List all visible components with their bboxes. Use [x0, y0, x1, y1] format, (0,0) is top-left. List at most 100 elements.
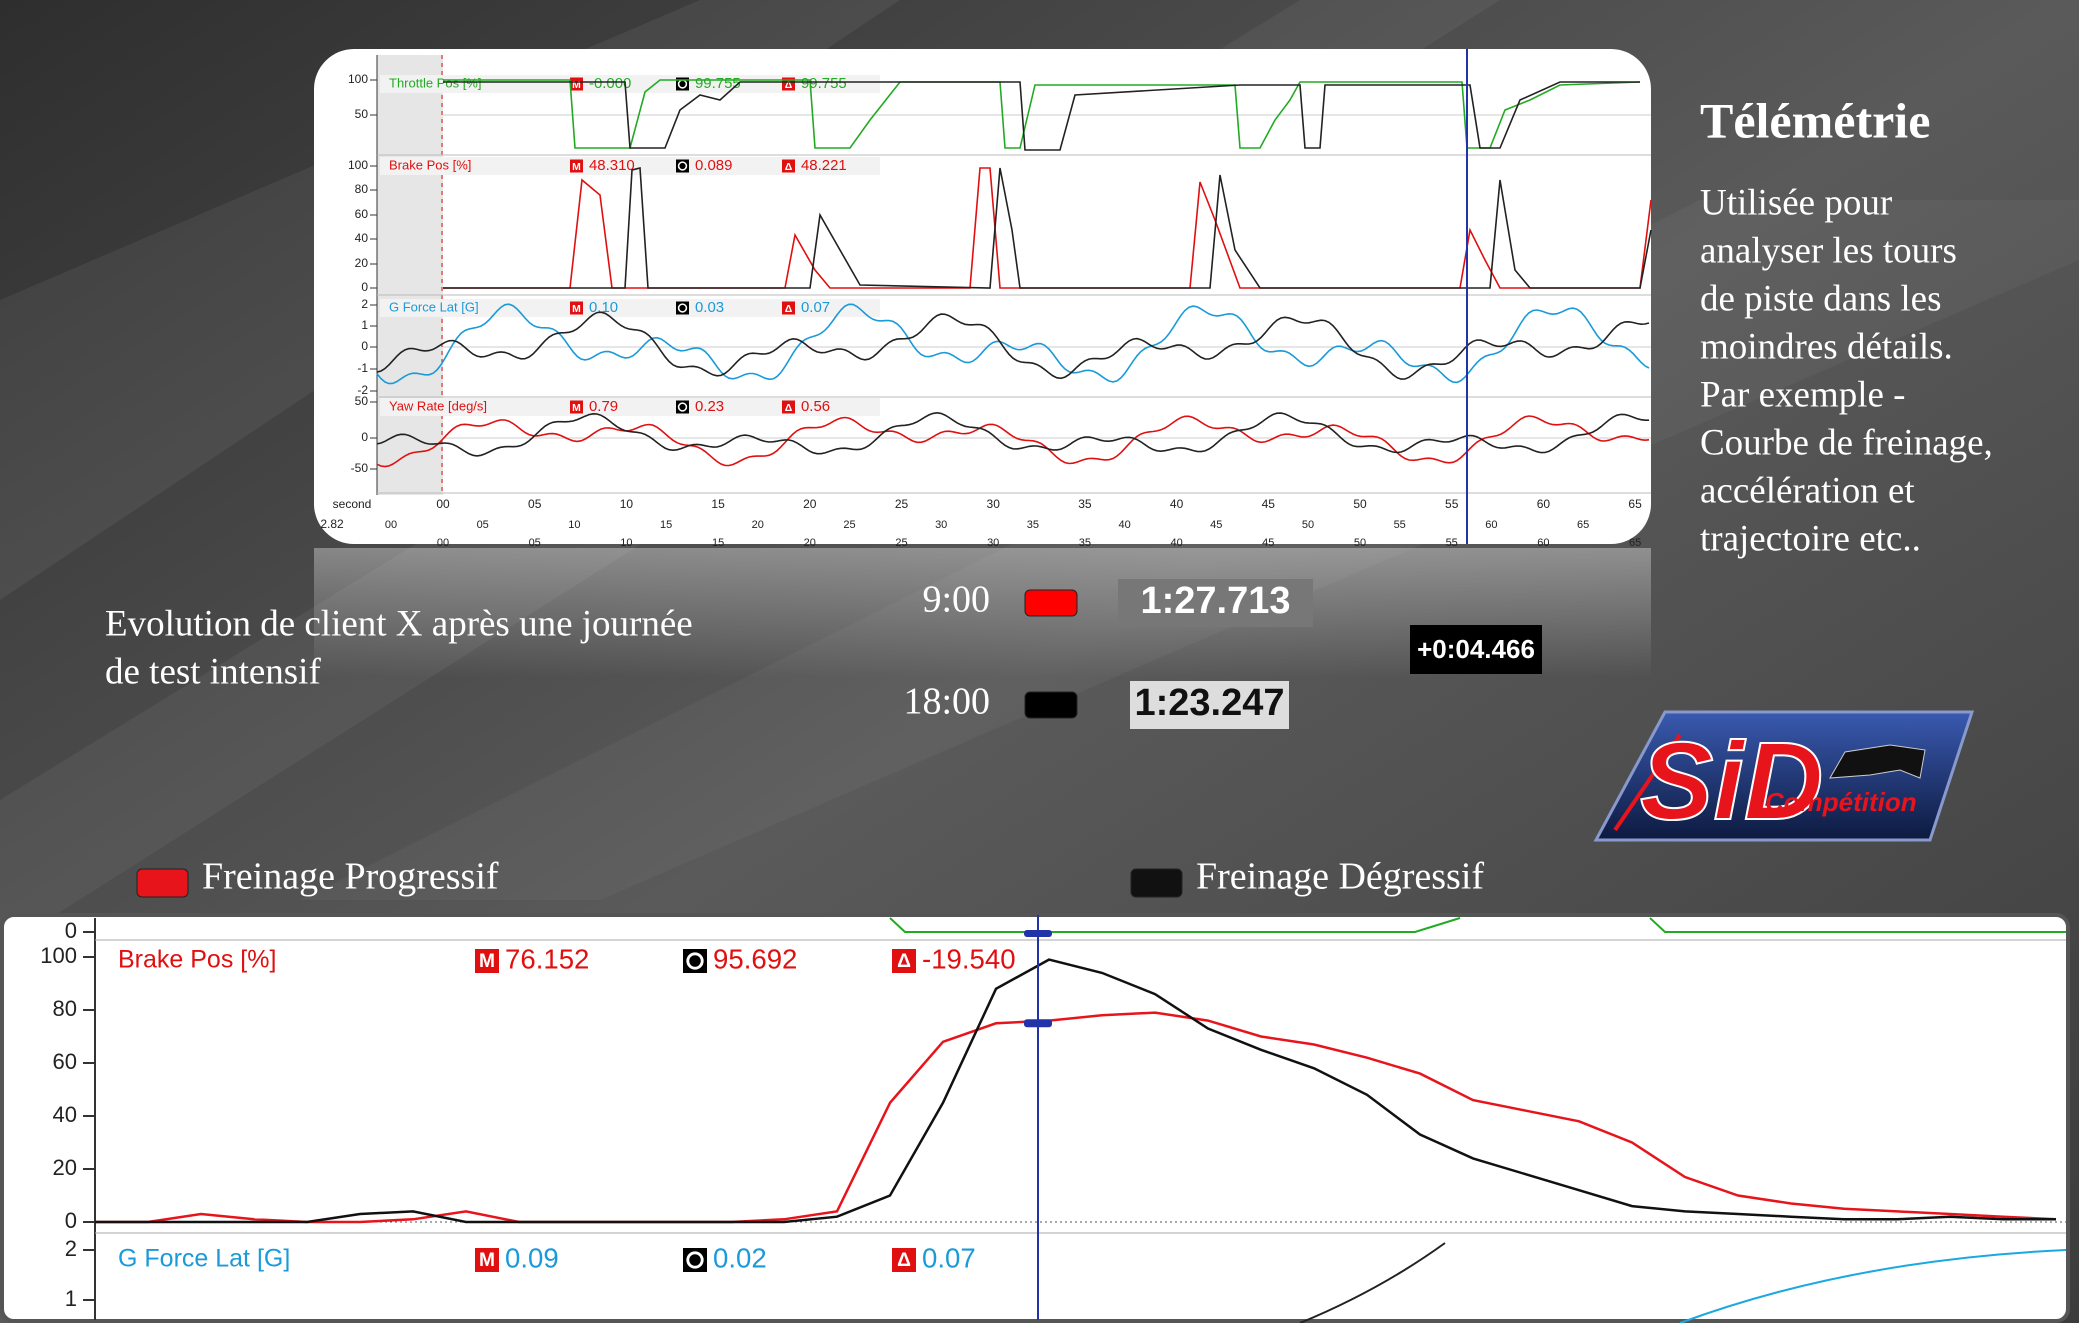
trace [376, 303, 1650, 385]
lap-tick: 10 [620, 537, 632, 549]
lap-swatch [1024, 691, 1078, 719]
time-tick: 35 [1078, 497, 1092, 511]
time-tick: 10 [620, 497, 634, 511]
channel-name: Yaw Rate [deg/s] [389, 398, 487, 413]
g-trace [1679, 1249, 2067, 1323]
time-tick: 15 [711, 497, 725, 511]
readout: 99.755 [801, 75, 847, 92]
channel-tick: 0 [361, 430, 368, 444]
legend-label: Freinage Progressif [202, 856, 499, 898]
logo-badge [1593, 710, 1975, 842]
trace [443, 79, 1641, 149]
time-tick: 45 [1262, 497, 1276, 511]
time-tick: 20 [803, 497, 817, 511]
channel-tick: 100 [348, 72, 368, 86]
readout: 0.09 [505, 1242, 559, 1273]
series-line [95, 958, 2056, 1224]
g-tick-label: 1 [65, 1286, 77, 1311]
legend: Freinage Progressif Freinage Dégressif [136, 856, 1484, 898]
caption: Evolution de client X après une journée d… [105, 603, 693, 692]
time-label: second [333, 497, 372, 511]
lap-time: 1:23.247 [1134, 682, 1284, 724]
cursor-marker [1024, 930, 1052, 937]
laps: 9:00 1:27.713 18:00 1:23.247 [903, 579, 1313, 729]
readout-icon-letter: M [479, 1250, 495, 1271]
lap-time-of-day: 9:00 [922, 579, 990, 621]
readout-icon-circle [677, 402, 688, 412]
time-tick: 65 [1628, 497, 1642, 511]
lap-tick: 50 [1354, 537, 1366, 549]
readout: 0.07 [801, 299, 830, 316]
legend-label: Freinage Dégressif [1196, 856, 1484, 898]
readout-icon-letter: Δ [785, 162, 793, 173]
title: Télémétrie [1700, 92, 1930, 148]
chart-title: Brake Pos [%] [118, 946, 276, 974]
lap-tick: 55 [1446, 537, 1458, 549]
lap-time-of-day: 18:00 [903, 681, 990, 723]
gap: +0:04.466 [1417, 634, 1535, 664]
caption-line: de test intensif [105, 651, 321, 692]
readout-icon [475, 1248, 499, 1272]
y-tick-label: 0 [65, 1208, 77, 1233]
lap-tick: 65 [1629, 537, 1641, 549]
lap-tick: 25 [843, 519, 855, 531]
readout-icon-letter: M [479, 951, 495, 972]
channel-name: Throttle Pos [%] [389, 75, 481, 90]
series-line [95, 1011, 2057, 1224]
lap-tick: 55 [1394, 519, 1406, 531]
channel-tick: -50 [351, 461, 369, 475]
channel-tick: 50 [355, 394, 369, 408]
time-tick: 30 [987, 497, 1001, 511]
time-tick: 25 [895, 497, 909, 511]
g-trace [1299, 1242, 1446, 1323]
lap-tick: 00 [437, 537, 449, 549]
readout-icon [570, 159, 583, 173]
lap-tick: 25 [895, 537, 907, 549]
channel-name: Brake Pos [%] [389, 157, 471, 172]
description: Utilisée pour analyser les tours de piste … [1700, 182, 1993, 559]
description-line: analyser les tours [1700, 230, 1957, 271]
overview-panel [314, 49, 1651, 544]
legend-swatch [1130, 868, 1183, 898]
caption-line: Evolution de client X après une journée [105, 603, 693, 644]
channel-tick: 2 [361, 297, 368, 311]
g-title: G Force Lat [G] [118, 1245, 290, 1273]
readout-icon [782, 400, 795, 414]
time-tick: 40 [1170, 497, 1184, 511]
channel-tick: 60 [355, 207, 369, 221]
time-tick: 50 [1353, 497, 1367, 511]
channel-tick: -1 [357, 361, 368, 375]
readout-icon-letter: M [572, 403, 581, 414]
readout: 0.089 [695, 157, 732, 174]
lap-tick: 60 [1485, 519, 1497, 531]
description-line: moindres détails. [1700, 326, 1953, 367]
y-tick-label: 20 [53, 1155, 77, 1180]
legend-swatch [136, 868, 189, 898]
channel-label-bg [380, 398, 880, 416]
readout: 95.692 [713, 943, 797, 974]
description-line: trajectoire etc.. [1700, 518, 1921, 559]
readout: 0.02 [713, 1242, 767, 1273]
readout-icon-circle [686, 952, 704, 970]
lap-tick: 60 [1537, 537, 1549, 549]
channel-label-bg [380, 157, 880, 175]
lap-tick: 30 [987, 537, 999, 549]
readout-icon [570, 301, 583, 315]
time-tick: 60 [1537, 497, 1551, 511]
trace [443, 167, 1652, 289]
readout: 0.07 [922, 1242, 976, 1273]
readout-icon-letter: Δ [785, 80, 793, 91]
lap-swatch [1024, 589, 1078, 617]
lap-tick: 05 [477, 519, 489, 531]
lap-tick: 35 [1079, 537, 1091, 549]
logo-name: SiD [1640, 720, 1823, 843]
description-line: de piste dans les [1700, 278, 1941, 319]
channel-name: G Force Lat [G] [389, 299, 479, 314]
detail-chart [0, 913, 2070, 1323]
lap-tick: 20 [804, 537, 816, 549]
time-tick: 00 [436, 497, 450, 511]
y-tick-label: 40 [53, 1102, 77, 1127]
readout: 0.03 [695, 299, 724, 316]
readout-icon-letter: Δ [897, 951, 911, 972]
